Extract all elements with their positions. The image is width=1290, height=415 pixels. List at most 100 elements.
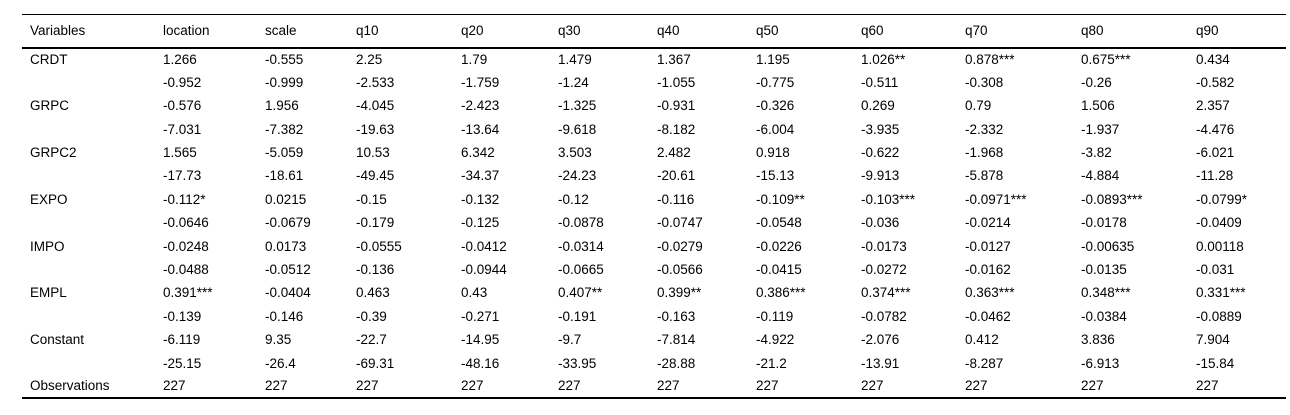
table-cell: 0.269: [861, 98, 895, 114]
row-label: [22, 258, 155, 281]
table-cell: -0.775: [756, 74, 795, 90]
table-cell: -25.15: [163, 355, 202, 371]
table-row: EXPO -0.112* 0.0215 -0.15 -0.132 -0.12 -0.116 -…: [22, 188, 1286, 211]
table-cell: -21.2: [756, 355, 787, 371]
table-cell: -0.0893***: [1081, 191, 1143, 207]
table-cell: -14.95: [461, 332, 500, 348]
table-cell: -0.0747: [657, 215, 703, 231]
column-header-variables: Variables: [30, 23, 86, 38]
row-label: GRPC: [30, 98, 70, 114]
table-cell: -0.271: [461, 308, 500, 324]
table-cell: -0.0135: [1081, 261, 1127, 277]
column-header-q30: q30: [558, 23, 581, 38]
table-cell: -28.88: [657, 355, 696, 371]
table-cell: -0.036: [861, 215, 900, 231]
table-cell: 6.342: [461, 145, 495, 160]
table-cell: -11.28: [1196, 168, 1234, 184]
table-cell: -0.0665: [558, 261, 604, 277]
table-cell: -0.0889: [1196, 308, 1242, 324]
table-cell: -0.0415: [756, 261, 802, 277]
table-cell: 1.79: [461, 51, 488, 67]
table-cell: -0.0646: [163, 215, 209, 231]
row-label: Constant: [30, 332, 85, 348]
table-cell: -6.021: [1196, 145, 1235, 160]
column-header-q80: q80: [1081, 23, 1104, 38]
row-label: CRDT: [30, 51, 68, 67]
table-cell: -0.511: [861, 74, 899, 90]
table-cell: -8.287: [965, 355, 1004, 371]
table-row: IMPO -0.0248 0.0173 -0.0555 -0.0412 -0.0314 -0…: [22, 235, 1286, 258]
table-cell: -0.136: [356, 261, 395, 277]
table-cell: -0.0679: [265, 215, 311, 231]
row-label: Observations: [30, 378, 110, 394]
table-cell: -0.0272: [861, 261, 907, 277]
table-cell: -6.913: [1081, 355, 1120, 371]
table-cell: 227: [558, 378, 581, 394]
table-body: CRDT 1.266 -0.555 2.25 1.79 1.479 1.367 1.195 1.…: [22, 48, 1286, 399]
table-cell: -0.39: [356, 308, 387, 324]
table-cell: -0.00635: [1081, 238, 1135, 254]
table-row: -0.0488 -0.0512 -0.136 -0.0944 -0.0665 -0.056…: [22, 258, 1286, 281]
table-row: -0.952 -0.999 -2.533 -1.759 -1.24 -1.055 -0.77…: [22, 71, 1286, 94]
table-cell: 0.463: [356, 285, 390, 301]
table-cell: 227: [1081, 378, 1104, 394]
table-cell: -0.555: [265, 51, 304, 67]
table-cell: -0.15: [356, 191, 387, 207]
table-cell: -0.0944: [461, 261, 507, 277]
table-row: EMPL 0.391*** -0.0404 0.463 0.43 0.407** 0.399…: [22, 281, 1286, 304]
table-cell: -0.0799*: [1196, 191, 1248, 207]
table-cell: 0.918: [756, 145, 790, 160]
table-cell: -0.0548: [756, 215, 802, 231]
table-cell: 1.026**: [861, 51, 906, 67]
table-cell: -0.0226: [756, 238, 802, 254]
table-cell: -20.61: [657, 168, 696, 184]
table-cell: -0.132: [461, 191, 500, 207]
table-row: -17.73 -18.61 -49.45 -34.37 -24.23 -20.61 -15.…: [22, 164, 1286, 187]
table-cell: 0.391***: [163, 285, 213, 301]
table-cell: -6.004: [756, 121, 795, 137]
table-cell: -1.325: [558, 98, 597, 114]
table-cell: 2.25: [356, 51, 383, 67]
row-label: [22, 352, 155, 375]
table-row: -0.139 -0.146 -0.39 -0.271 -0.191 -0.163 -0.11…: [22, 305, 1286, 328]
table-cell: 1.565: [163, 145, 197, 160]
row-label: [22, 211, 155, 234]
table-cell: -4.045: [356, 98, 395, 114]
table-cell: -4.884: [1081, 168, 1120, 184]
table-cell: -13.64: [461, 121, 500, 137]
table-cell: -0.0178: [1081, 215, 1127, 231]
table-cell: -0.0782: [861, 308, 907, 324]
row-label: EMPL: [30, 285, 67, 301]
header-row: Variables location scale q10 q20 q30 q40 q50 q60…: [22, 15, 1286, 48]
table-cell: -0.116: [657, 191, 695, 207]
table-cell: -0.0404: [265, 285, 311, 301]
table-cell: -0.0248: [163, 238, 209, 254]
table-cell: -0.0127: [965, 238, 1011, 254]
table-cell: 0.43: [461, 285, 488, 301]
table-cell: -15.13: [756, 168, 795, 184]
table-cell: -0.0409: [1196, 215, 1242, 231]
table-cell: -0.0512: [265, 261, 311, 277]
table-cell: 0.363***: [965, 285, 1015, 301]
table-cell: -49.45: [356, 168, 395, 184]
table-cell: -0.0878: [558, 215, 604, 231]
table-cell: -9.618: [558, 121, 597, 137]
row-label: [22, 305, 155, 328]
table-cell: -0.119: [756, 308, 794, 324]
table-cell: 0.331***: [1196, 285, 1246, 301]
table-cell: -0.12: [558, 191, 589, 207]
table-cell: -9.913: [861, 168, 900, 184]
table-cell: 1.956: [265, 98, 299, 114]
table-cell: -0.326: [756, 98, 795, 114]
table-cell: -3.935: [861, 121, 900, 137]
table-cell: -0.179: [356, 215, 395, 231]
table-cell: 2.482: [657, 145, 691, 160]
table-cell: -1.055: [657, 74, 696, 90]
table-row: GRPC2 1.565 -5.059 10.53 6.342 3.503 2.482 0.91…: [22, 141, 1286, 164]
table-cell: -9.7: [558, 332, 582, 348]
table-cell: -48.16: [461, 355, 500, 371]
table-cell: 227: [356, 378, 379, 394]
table-cell: -69.31: [356, 355, 395, 371]
table-cell: -0.103***: [861, 191, 916, 207]
row-label: GRPC2: [30, 145, 77, 160]
